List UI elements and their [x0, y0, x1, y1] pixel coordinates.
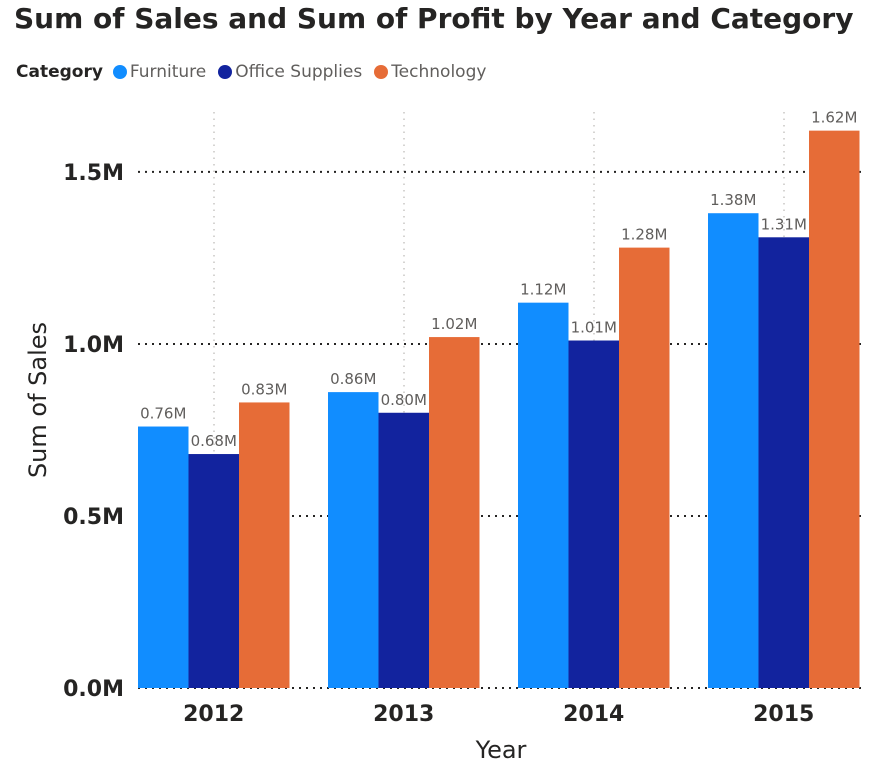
bar-furniture-2014[interactable]	[518, 302, 569, 688]
legend-marker-technology	[374, 65, 389, 79]
legend-marker-furniture	[112, 65, 127, 79]
legend-item-technology[interactable]: Technology	[374, 62, 486, 82]
bar-office-supplies-2013[interactable]	[378, 412, 430, 688]
bar-technology-2014[interactable]	[619, 247, 670, 688]
data-label: 1.28M	[621, 226, 667, 244]
x-tick-label: 2012	[183, 702, 244, 727]
data-label: 1.31M	[761, 215, 807, 233]
bar-office-supplies-2014[interactable]	[568, 340, 620, 688]
data-label: 1.02M	[431, 315, 477, 333]
legend-label-office-supplies: Office Supplies	[235, 62, 363, 82]
bars	[138, 130, 860, 689]
data-label: 1.38M	[710, 191, 756, 209]
legend-label-technology: Technology	[391, 62, 487, 82]
data-label: 0.83M	[241, 380, 287, 398]
data-label: 0.80M	[381, 391, 427, 409]
bar-office-supplies-2015[interactable]	[758, 237, 810, 689]
y-tick-label: 0.5M	[63, 505, 124, 530]
data-label: 0.68M	[191, 432, 237, 450]
y-tick-label: 1.5M	[63, 161, 124, 186]
y-tick-label: 0.0M	[63, 677, 124, 702]
x-tick-label: 2013	[373, 702, 434, 727]
data-label: 0.76M	[140, 405, 186, 423]
data-labels: 0.76M 0.68M 0.83M 0.86M 0.80M 1.02M 1.12M 1.01M…	[140, 109, 857, 450]
legend-item-office-supplies[interactable]: Office Supplies	[218, 62, 362, 82]
bar-office-supplies-2012[interactable]	[188, 454, 240, 688]
data-label: 0.86M	[330, 370, 376, 388]
x-tick-label: 2014	[563, 702, 624, 727]
bar-furniture-2012[interactable]	[138, 426, 189, 688]
axes: 0.0M 0.5M 1.0M 1.5M 2012 2013 2014 2015	[63, 161, 814, 727]
x-tick-label: 2015	[753, 702, 814, 727]
y-axis-title: Sum of Sales	[24, 322, 52, 478]
data-label: 1.62M	[811, 109, 857, 127]
chart-title: Sum of Sales and Sum of Profit by Year a…	[14, 2, 854, 35]
data-label: 1.01M	[571, 319, 617, 337]
bar-technology-2012[interactable]	[239, 402, 290, 688]
x-axis-title: Year	[475, 736, 527, 764]
legend-label-furniture: Furniture	[129, 62, 207, 82]
bar-furniture-2015[interactable]	[708, 213, 759, 688]
legend-title: Category	[16, 62, 103, 82]
bar-technology-2015[interactable]	[809, 130, 860, 689]
y-tick-label: 1.0M	[63, 333, 124, 358]
bar-technology-2013[interactable]	[429, 337, 480, 688]
legend-marker-office-supplies	[218, 65, 233, 79]
legend: Category Furniture Office Supplies Techn…	[16, 62, 498, 82]
data-label: 1.12M	[520, 281, 566, 299]
legend-item-furniture[interactable]: Furniture	[112, 62, 207, 82]
bar-furniture-2013[interactable]	[328, 392, 379, 688]
